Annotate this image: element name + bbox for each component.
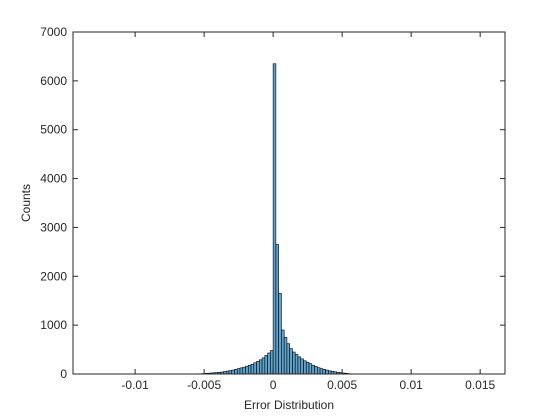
- bar: [247, 364, 252, 375]
- bar: [300, 358, 304, 375]
- bar: [231, 369, 235, 375]
- y-tick-label: 4000: [40, 172, 67, 186]
- bar: [283, 337, 288, 375]
- y-axis-label: Counts: [19, 184, 33, 222]
- y-tick-label: 6000: [40, 74, 67, 88]
- bar: [308, 363, 313, 375]
- bar: [311, 364, 315, 375]
- y-tick-label: 5000: [40, 123, 67, 137]
- bar: [278, 293, 282, 375]
- bar: [292, 351, 296, 375]
- x-tick-label: -0.01: [121, 378, 149, 392]
- y-tick-label: 0: [60, 367, 67, 381]
- x-tick-label: 0.015: [465, 378, 495, 392]
- bar: [286, 343, 290, 375]
- bar: [236, 368, 241, 375]
- bar: [256, 360, 260, 375]
- bar: [289, 348, 293, 375]
- x-tick-label: 0.01: [399, 378, 423, 392]
- bar: [245, 365, 249, 375]
- bar: [303, 360, 307, 375]
- bar: [275, 244, 279, 375]
- bar: [250, 363, 255, 375]
- bar: [259, 359, 263, 375]
- bar: [261, 357, 266, 375]
- y-tick-label: 1000: [40, 318, 67, 332]
- bar: [322, 369, 326, 375]
- bar: [325, 369, 329, 375]
- axes-box: [72, 31, 506, 375]
- bar: [264, 355, 268, 375]
- bar: [305, 361, 310, 375]
- bar: [239, 367, 244, 375]
- bar: [242, 366, 246, 375]
- bar: [294, 354, 299, 375]
- bar: [228, 370, 233, 375]
- bar: [319, 368, 324, 375]
- bar: [316, 367, 321, 375]
- x-tick-label: 0.005: [327, 378, 357, 392]
- x-tick-label: 0: [270, 378, 277, 392]
- bar: [234, 369, 238, 375]
- y-tick-label: 3000: [40, 220, 67, 234]
- bar: [272, 63, 277, 375]
- y-tick-label: 7000: [40, 25, 67, 39]
- x-axis-label: Error Distribution: [244, 398, 334, 412]
- bar: [297, 356, 302, 375]
- x-tick-label: -0.005: [187, 378, 221, 392]
- bar: [267, 352, 271, 375]
- y-tick-label: 2000: [40, 269, 67, 283]
- bar: [281, 329, 285, 375]
- bar: [314, 366, 318, 375]
- bar: [253, 362, 257, 375]
